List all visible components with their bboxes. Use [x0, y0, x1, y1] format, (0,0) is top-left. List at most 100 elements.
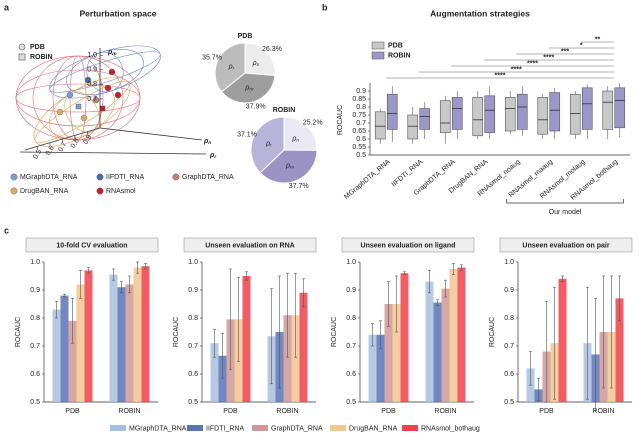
box: [484, 95, 496, 133]
x-tick-label: PDB: [539, 408, 554, 415]
legend-label: RNAsmol_bothaug: [421, 425, 480, 432]
significance-label: ***: [561, 48, 569, 55]
box: [602, 90, 614, 130]
x-tick-label: PDB: [381, 408, 396, 415]
y-axis-label: ROCAUC: [173, 317, 180, 347]
legend-marker: [10, 187, 18, 195]
z-tick-label: 0.9: [87, 67, 97, 74]
legend-swatch: [371, 51, 385, 60]
y-tick-label: 0.9: [504, 287, 514, 294]
chart-title: 10-fold CV evaluation: [56, 242, 127, 249]
pie-slice: [259, 149, 318, 184]
box: [614, 87, 626, 129]
slice-label: ρm: [244, 84, 253, 92]
ellipsoids: [15, 45, 161, 147]
y-tick-label: 0.55: [352, 144, 366, 151]
bar: [68, 320, 77, 402]
x-tick-label: ROBIN: [118, 408, 140, 415]
bar: [109, 274, 118, 402]
bar: [376, 334, 385, 402]
bar: [384, 304, 393, 402]
y-tick-label: 1.0: [188, 259, 198, 266]
x-tick-label: 0.8: [70, 137, 81, 149]
bar: [400, 273, 409, 402]
value-label: 26.3%: [262, 46, 282, 53]
box: [419, 108, 431, 130]
y-tick-label: 0.9: [356, 88, 366, 95]
x-tick-label: ROBIN: [434, 408, 456, 415]
x-tick-label: ROBIN: [592, 408, 614, 415]
y-tick-label: 0.7: [504, 343, 514, 350]
y-axis-label: ROCAUC: [337, 105, 344, 135]
legend-label: ROBIN: [30, 54, 53, 61]
title-box: [499, 237, 633, 253]
value-label: 37.1%: [237, 131, 257, 138]
panel-label: b: [322, 2, 328, 12]
bar: [558, 278, 567, 402]
slice-label: ρr: [228, 63, 235, 71]
y-tick-label: 0.8: [30, 315, 40, 322]
significance-label: *: [580, 42, 583, 49]
y-tick-label: 0.65: [352, 128, 366, 135]
legend-label: MGraphDTA_RNA: [20, 174, 78, 181]
box: [504, 97, 516, 132]
z-tick-label: 1.0: [87, 52, 97, 59]
chart-title: Perturbation space: [80, 8, 157, 18]
y-tick-label: 1.0: [504, 259, 514, 266]
box: [439, 100, 451, 133]
bar: [441, 288, 450, 402]
y-tick-label: 0.6: [356, 136, 366, 143]
legend-swatch: [252, 425, 268, 431]
legend-label: ROBIN: [388, 52, 411, 59]
x-tick-label: 0.9: [82, 134, 93, 146]
y-tick-label: 0.9: [346, 287, 356, 294]
bar: [218, 355, 227, 402]
title-box: [341, 237, 475, 253]
y-tick-label: 1.0: [30, 259, 40, 266]
y-tick-label: 0.5: [346, 399, 356, 406]
axis-label: ρn: [203, 138, 211, 146]
legend-label: IIFDTI_RNA: [206, 425, 244, 432]
title-box: [25, 237, 159, 253]
y-tick-label: 0.6: [504, 371, 514, 378]
chart-title: PDB: [238, 33, 253, 40]
legend-label: MGraphDTA_RNA: [129, 425, 187, 432]
y-tick-label: 0.85: [352, 96, 366, 103]
panel-label: a: [4, 2, 10, 12]
y-tick-label: 0.7: [346, 343, 356, 350]
y-tick-label: 0.7: [356, 120, 366, 127]
axis: [99, 127, 203, 141]
bar: [299, 292, 308, 402]
y-axis-label: ROCAUC: [489, 317, 496, 347]
pie-slice: [220, 72, 276, 104]
box: [569, 93, 581, 135]
ellipsoid-pink: [15, 55, 141, 141]
legend-marker: [96, 173, 104, 181]
box: [472, 97, 484, 137]
pie-slice: [214, 42, 246, 93]
sample-points: [56, 68, 122, 122]
y-tick-label: 0.9: [188, 287, 198, 294]
axis: [19, 151, 207, 155]
legend-label: GraphDTA_RNA: [182, 174, 234, 181]
bar: [283, 315, 292, 402]
box: [374, 111, 386, 140]
box: [451, 97, 463, 130]
box: [516, 93, 528, 130]
legend-swatch: [330, 425, 346, 431]
y-tick-label: 0.5: [356, 152, 366, 159]
chart-title: Augmentation strategies: [430, 8, 530, 18]
slice-label: ρr: [265, 140, 272, 148]
legend-marker: [10, 173, 18, 181]
legend-label: GraphDTA_RNA: [271, 425, 323, 432]
chart-title: Unseen evaluation on ligand: [361, 242, 456, 249]
bar: [125, 284, 134, 402]
pie-slice: [244, 42, 276, 77]
legend-marker: [18, 43, 26, 51]
box: [407, 114, 419, 140]
legend-swatch: [110, 425, 126, 431]
y-tick-label: 0.8: [188, 315, 198, 322]
y-tick-label: 0.6: [188, 371, 198, 378]
bar: [210, 343, 219, 402]
